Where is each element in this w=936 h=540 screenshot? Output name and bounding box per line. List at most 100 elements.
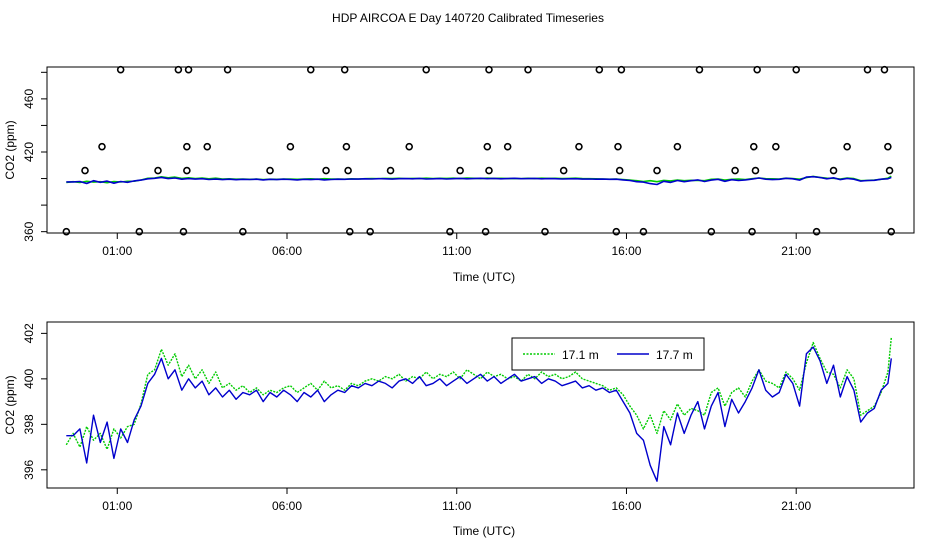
panel-bottom-xaxis: 01:00 06:00 11:00 16:00 21:00 <box>102 488 812 513</box>
panel-bottom-yaxis: 396 398 400 402 <box>22 323 47 480</box>
data-marker <box>503 142 512 151</box>
data-marker <box>843 142 851 151</box>
y-tick-label: 460 <box>22 89 36 109</box>
data-marker <box>639 227 648 236</box>
data-marker <box>673 142 682 151</box>
panel-top-xlabel: Time (UTC) <box>453 270 515 284</box>
x-tick-label: 06:00 <box>272 499 302 513</box>
data-marker <box>322 166 330 175</box>
x-tick-label: 01:00 <box>102 244 132 258</box>
series-line-17-1m <box>65 337 892 450</box>
data-marker <box>286 142 295 151</box>
data-marker <box>753 65 761 74</box>
data-marker <box>483 142 492 151</box>
data-marker <box>524 65 532 74</box>
data-marker <box>707 227 716 236</box>
data-marker <box>887 227 896 236</box>
panel-top-xaxis: 01:00 06:00 11:00 16:00 21:00 <box>102 233 812 258</box>
data-marker <box>792 65 801 74</box>
data-marker <box>812 227 821 236</box>
figure-title: HDP AIRCOA E Day 140720 Calibrated Times… <box>332 11 604 25</box>
data-marker <box>346 227 354 236</box>
data-marker <box>366 227 374 236</box>
data-marker <box>595 65 604 74</box>
data-marker <box>183 166 191 175</box>
data-marker <box>614 142 622 151</box>
x-tick-label: 21:00 <box>781 244 811 258</box>
data-marker <box>772 142 780 151</box>
y-tick-label: 398 <box>22 414 36 434</box>
data-marker <box>342 142 351 151</box>
x-tick-label: 11:00 <box>442 499 471 513</box>
panel-top-lines <box>66 175 892 186</box>
data-marker <box>612 227 621 236</box>
panel-top: 360 420 460 01:00 06:00 11:00 16:00 21:00 CO2 … <box>3 65 915 284</box>
y-tick-label: 396 <box>22 459 36 479</box>
y-tick-label: 402 <box>22 323 36 343</box>
data-marker <box>340 65 349 74</box>
x-tick-label: 01:00 <box>102 499 132 513</box>
legend: 17.1 m 17.7 m <box>511 337 705 371</box>
panel-top-markers <box>62 65 896 236</box>
data-marker <box>98 142 106 151</box>
data-marker <box>266 166 274 175</box>
y-tick-label: 400 <box>22 369 36 389</box>
panel-bottom-lines <box>65 337 892 482</box>
panel-bottom-ylabel: CO2 (ppm) <box>3 375 17 434</box>
data-marker <box>386 166 395 175</box>
series-line-17-7m <box>66 346 892 482</box>
data-marker <box>541 227 549 236</box>
panel-top-frame <box>46 66 915 234</box>
data-marker <box>485 65 493 74</box>
data-marker <box>154 166 162 175</box>
data-marker <box>481 227 490 236</box>
panel-top-ylabel: CO2 (ppm) <box>3 120 17 179</box>
x-tick-label: 11:00 <box>442 244 471 258</box>
data-marker <box>62 227 71 236</box>
panel-bottom: 396 398 400 402 01:00 06:00 11:00 16:00 21:00 C… <box>3 321 915 538</box>
data-marker <box>749 142 758 151</box>
x-tick-label: 16:00 <box>611 244 641 258</box>
data-marker <box>306 65 315 74</box>
data-marker <box>748 227 756 236</box>
data-marker <box>575 142 583 151</box>
data-marker <box>116 65 125 74</box>
data-marker <box>344 166 352 175</box>
data-marker <box>179 227 188 236</box>
data-marker <box>174 65 183 74</box>
data-marker <box>559 166 568 175</box>
data-marker <box>695 65 704 74</box>
data-marker <box>184 65 193 74</box>
data-marker <box>485 166 493 175</box>
y-tick-label: 360 <box>22 221 36 241</box>
data-marker <box>880 65 889 74</box>
data-marker <box>239 227 247 236</box>
series-line-17-7m <box>66 175 892 186</box>
data-marker <box>422 65 430 74</box>
panel-top-yaxis: 360 420 460 <box>22 71 47 242</box>
data-marker <box>884 142 892 151</box>
data-marker <box>863 65 872 74</box>
data-marker <box>456 166 464 175</box>
legend-label-17-7m: 17.7 m <box>656 348 693 362</box>
panel-bottom-xlabel: Time (UTC) <box>453 524 515 538</box>
data-marker <box>223 65 232 74</box>
data-marker <box>183 142 191 151</box>
x-tick-label: 16:00 <box>611 499 641 513</box>
data-marker <box>203 142 212 151</box>
data-marker <box>653 166 661 175</box>
x-tick-label: 21:00 <box>781 499 811 513</box>
data-marker <box>885 166 894 175</box>
y-tick-label: 420 <box>22 142 36 162</box>
data-marker <box>829 166 838 175</box>
data-marker <box>446 227 454 236</box>
data-marker <box>81 166 89 175</box>
data-marker <box>615 166 624 175</box>
x-tick-label: 06:00 <box>272 244 302 258</box>
data-marker <box>751 166 760 175</box>
data-marker <box>135 227 144 236</box>
data-marker <box>617 65 626 74</box>
data-marker <box>731 166 739 175</box>
data-marker <box>405 142 414 151</box>
